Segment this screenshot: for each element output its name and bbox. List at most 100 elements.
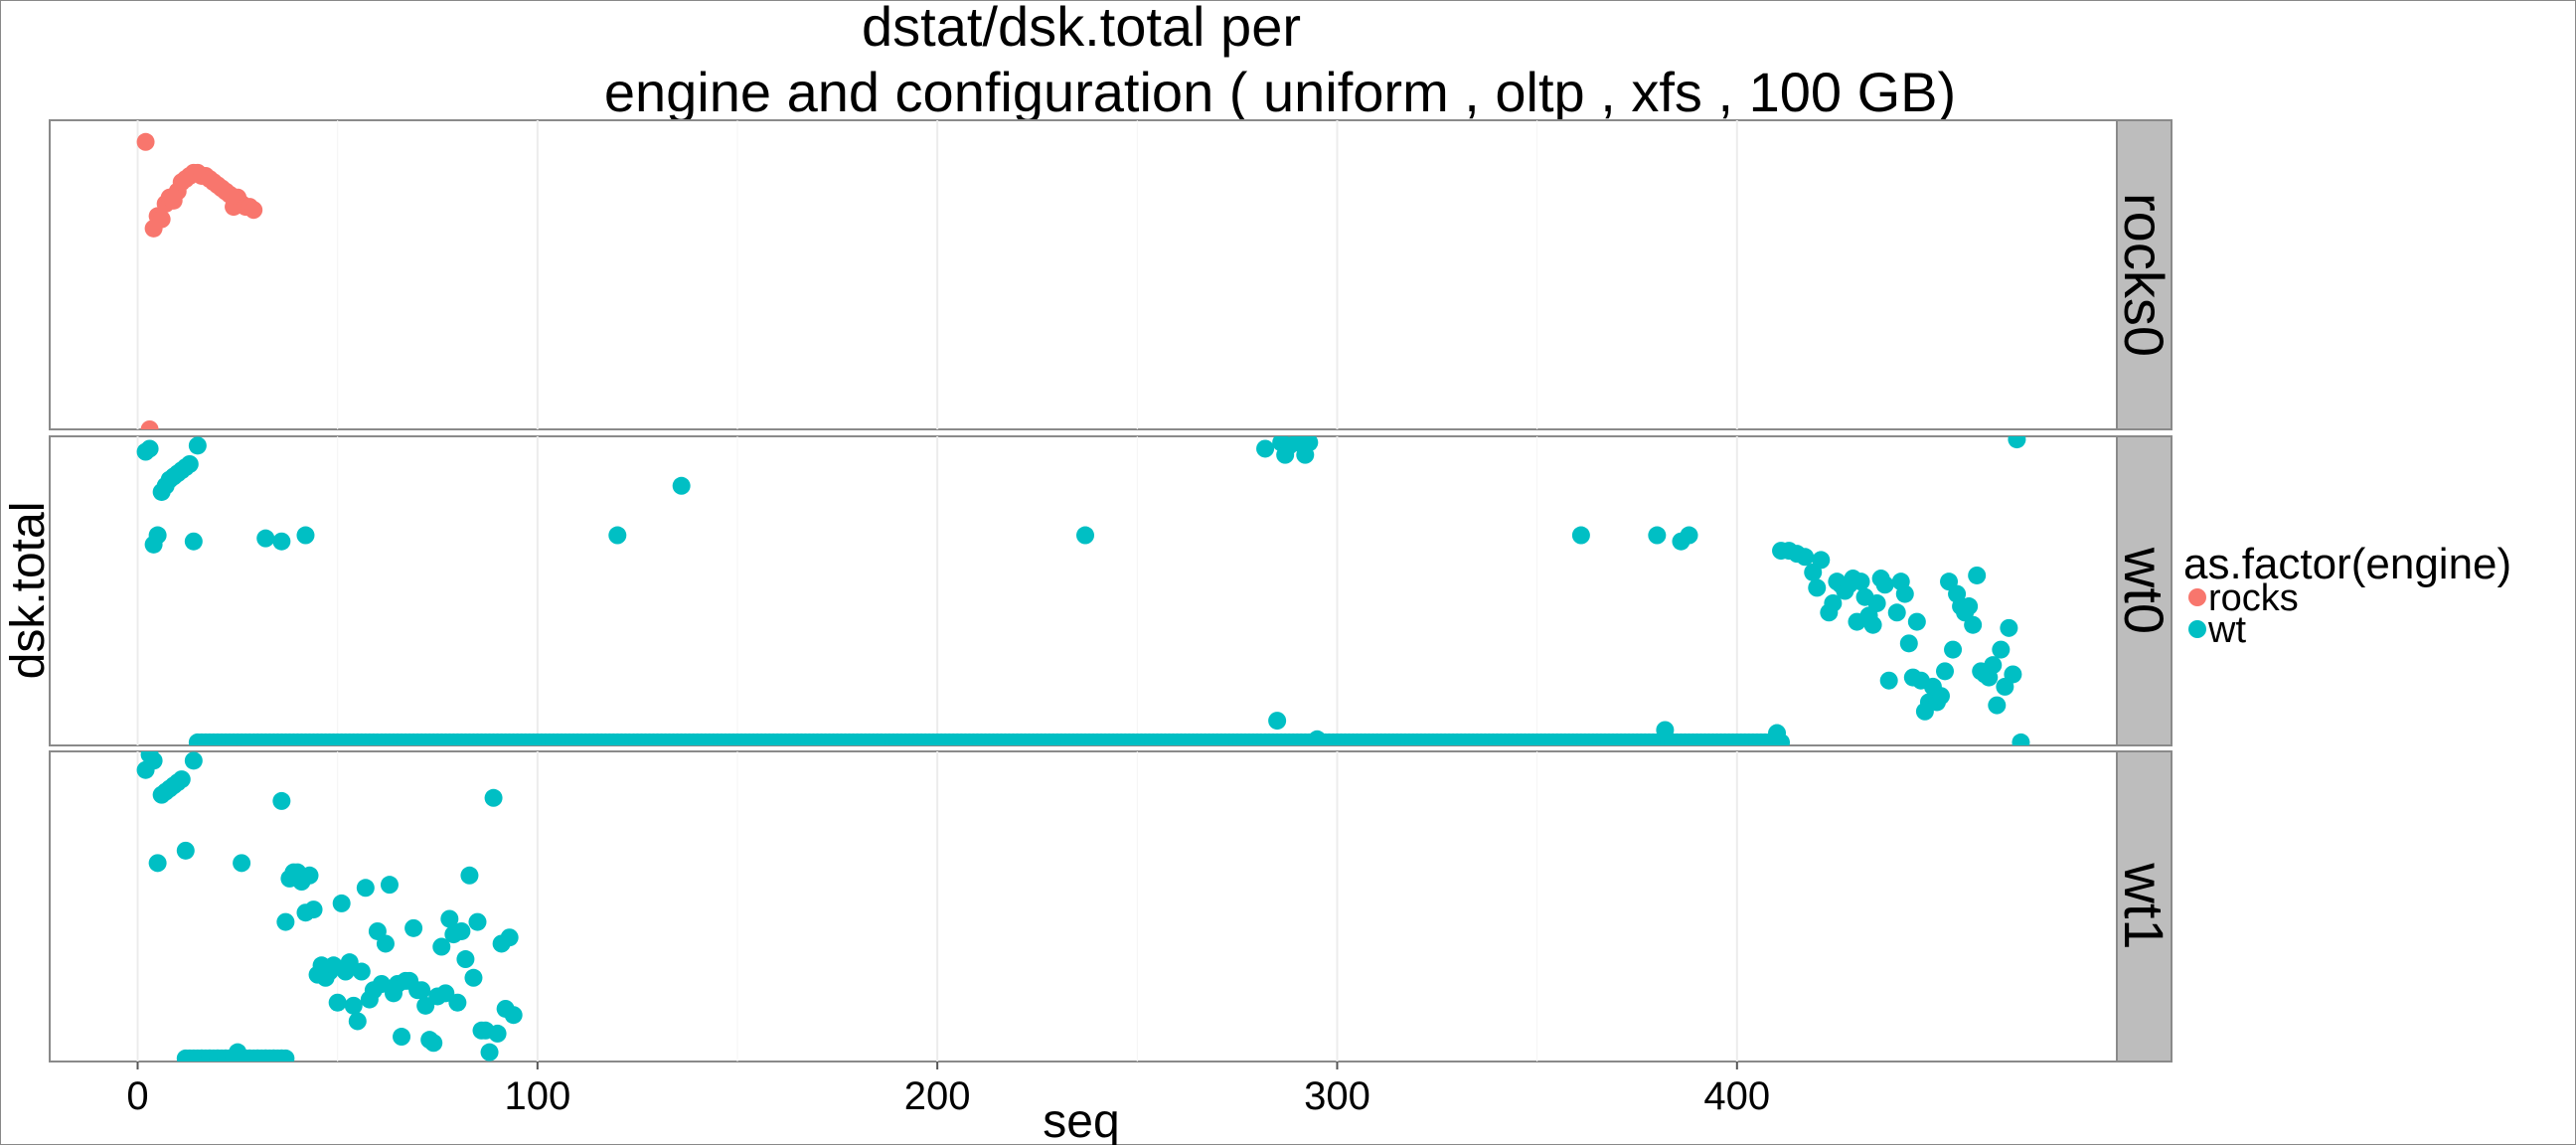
data-point: [276, 912, 295, 931]
x-axis: 0 100 200 300 400: [126, 1062, 1770, 1118]
data-point: [180, 454, 199, 473]
data-point: [300, 866, 319, 885]
data-point: [140, 439, 159, 458]
data-point: [484, 788, 503, 807]
panel-background: [49, 119, 2118, 430]
points-wt0: [136, 436, 2030, 745]
data-point: [488, 1024, 507, 1043]
data-point: [144, 751, 163, 770]
legend-label-wt: wt: [2207, 609, 2246, 651]
legend-title: as.factor(engine): [2183, 540, 2511, 588]
strip-label-wt1: wt1: [2113, 862, 2175, 949]
data-point: [1571, 526, 1590, 545]
data-point: [140, 420, 159, 429]
data-point: [460, 866, 479, 885]
data-point: [1268, 712, 1287, 731]
data-point: [352, 962, 371, 981]
data-point: [440, 909, 459, 928]
panel-rocks0: rocks0: [49, 119, 2175, 430]
x-tick-label: 100: [504, 1074, 570, 1118]
data-point: [456, 950, 475, 969]
data-point: [1944, 640, 1963, 659]
data-point: [1907, 612, 1926, 631]
legend-label-rocks: rocks: [2208, 577, 2299, 619]
x-axis-title: seq: [1043, 1095, 1119, 1145]
data-point: [500, 928, 519, 947]
data-point: [1812, 551, 1831, 570]
data-point: [184, 751, 203, 770]
data-point: [1984, 656, 2003, 675]
data-point: [1656, 721, 1675, 739]
data-point: [1887, 603, 1906, 622]
data-point: [672, 476, 691, 495]
data-point: [393, 1028, 411, 1047]
data-point: [1931, 687, 1950, 706]
data-point: [332, 894, 351, 912]
x-tick-label: 400: [1703, 1074, 1770, 1118]
x-tick-label: 300: [1304, 1074, 1370, 1118]
data-point: [2012, 733, 2030, 745]
data-point: [480, 1043, 499, 1062]
data-point: [404, 918, 423, 937]
data-point: [412, 981, 431, 1000]
data-point: [356, 879, 375, 898]
data-point: [152, 210, 171, 229]
data-point: [1648, 526, 1667, 545]
data-point: [256, 529, 275, 548]
data-point: [1863, 615, 1882, 634]
data-point: [176, 841, 195, 860]
data-point: [380, 876, 399, 895]
panel-background: [49, 750, 2118, 1063]
x-tick-label: 0: [126, 1074, 148, 1118]
data-point: [2004, 665, 2022, 684]
data-point: [348, 1012, 367, 1031]
data-point: [1875, 575, 1894, 594]
data-point: [1992, 640, 2011, 659]
data-point: [452, 921, 471, 940]
data-point: [272, 791, 291, 810]
data-point: [1680, 526, 1698, 545]
chart-title-line2: engine and configuration ( uniform , olt…: [604, 61, 1956, 123]
data-point: [244, 201, 263, 220]
data-point: [136, 132, 155, 151]
data-point: [1256, 439, 1275, 458]
data-point: [148, 854, 167, 873]
data-point: [233, 854, 251, 873]
data-point: [1895, 584, 1914, 603]
data-point: [304, 900, 323, 919]
data-point: [376, 934, 395, 953]
data-point: [1808, 578, 1827, 597]
data-point: [608, 526, 627, 545]
legend-key-rocks: [2188, 588, 2206, 606]
panel-background: [49, 435, 2118, 746]
data-point: [1879, 671, 1898, 690]
data-point: [148, 526, 167, 545]
data-point: [448, 993, 467, 1012]
data-point: [184, 532, 203, 551]
data-point: [1796, 548, 1815, 567]
strip-wt1: [2116, 750, 2173, 1063]
data-point: [1936, 662, 1955, 681]
data-point: [1867, 593, 1886, 612]
strip-label-rocks0: rocks0: [2113, 193, 2175, 357]
data-point: [1960, 597, 1979, 616]
data-point: [1968, 566, 1987, 584]
facet-panels: rocks0 wt0 wt1: [49, 119, 2175, 1063]
data-point: [1768, 724, 1787, 742]
data-point: [424, 1034, 443, 1053]
panel-wt0: wt0: [49, 435, 2175, 746]
data-point: [1308, 730, 1327, 745]
data-point: [2000, 618, 2018, 637]
data-point: [172, 770, 191, 789]
strip-rocks0: [2116, 119, 2173, 430]
data-point: [432, 937, 451, 956]
data-point: [1988, 696, 2007, 715]
y-axis-title: dsk.total: [2, 502, 55, 680]
chart-title-line1: dstat/dsk.total per: [862, 0, 1301, 58]
data-point: [188, 436, 207, 455]
points-wt1: [136, 751, 523, 1062]
data-point: [1076, 526, 1095, 545]
data-point: [1899, 634, 1918, 653]
x-tick-label: 200: [904, 1074, 971, 1118]
